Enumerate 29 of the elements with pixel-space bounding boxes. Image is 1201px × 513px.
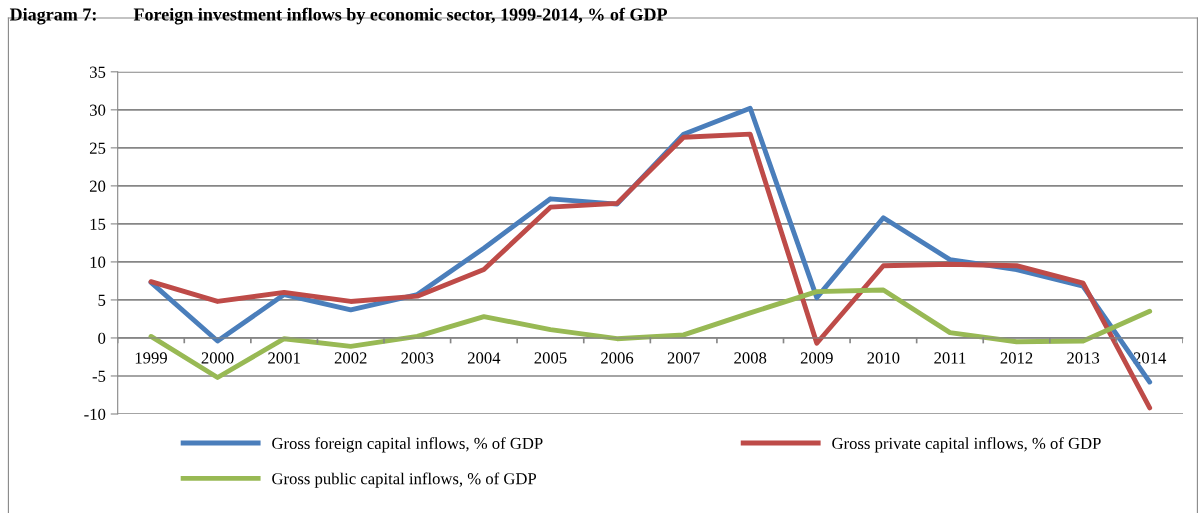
y-tick-label: 35 [90, 66, 106, 78]
x-tick-label: 2012 [1000, 352, 1033, 364]
x-tick-label: 2000 [201, 352, 234, 364]
y-tick-label: 0 [98, 332, 106, 344]
y-tick-label: 5 [98, 294, 106, 306]
x-tick-label: 1999 [135, 352, 167, 364]
y-tick-label: 20 [89, 180, 106, 192]
y-tick-label: 25 [89, 142, 106, 154]
y-tick-label: -10 [84, 408, 106, 420]
x-tick-label: 2003 [401, 352, 434, 364]
x-tick-label: 2001 [268, 352, 300, 364]
x-tick-label: 2005 [534, 352, 567, 364]
y-tick-label: 15 [90, 218, 106, 230]
x-tick-label: 2008 [734, 352, 767, 364]
x-tick-label: 2006 [601, 352, 634, 364]
x-tick-label: 2004 [467, 352, 501, 364]
x-tick-label: 2013 [1067, 352, 1100, 364]
x-tick-label: 2009 [800, 352, 833, 364]
legend-label: Gross private capital inflows, % of GDP [832, 437, 1101, 453]
y-tick-label: 10 [90, 256, 106, 268]
legend-label: Gross public capital inflows, % of GDP [272, 472, 537, 488]
y-tick-label: 30 [90, 104, 106, 116]
x-tick-label: 2002 [334, 352, 367, 364]
x-tick-label: 2011 [934, 352, 966, 364]
legend-label: Gross foreign capital inflows, % of GDP [272, 437, 543, 453]
x-tick-label: 2010 [867, 352, 900, 364]
y-tick-label: -5 [92, 370, 106, 382]
chart-title: Diagram 7: Foreign investment inflows by economic sector, 1999-2014, % of GDP [9, 7, 668, 25]
x-tick-label: 2007 [667, 352, 700, 364]
